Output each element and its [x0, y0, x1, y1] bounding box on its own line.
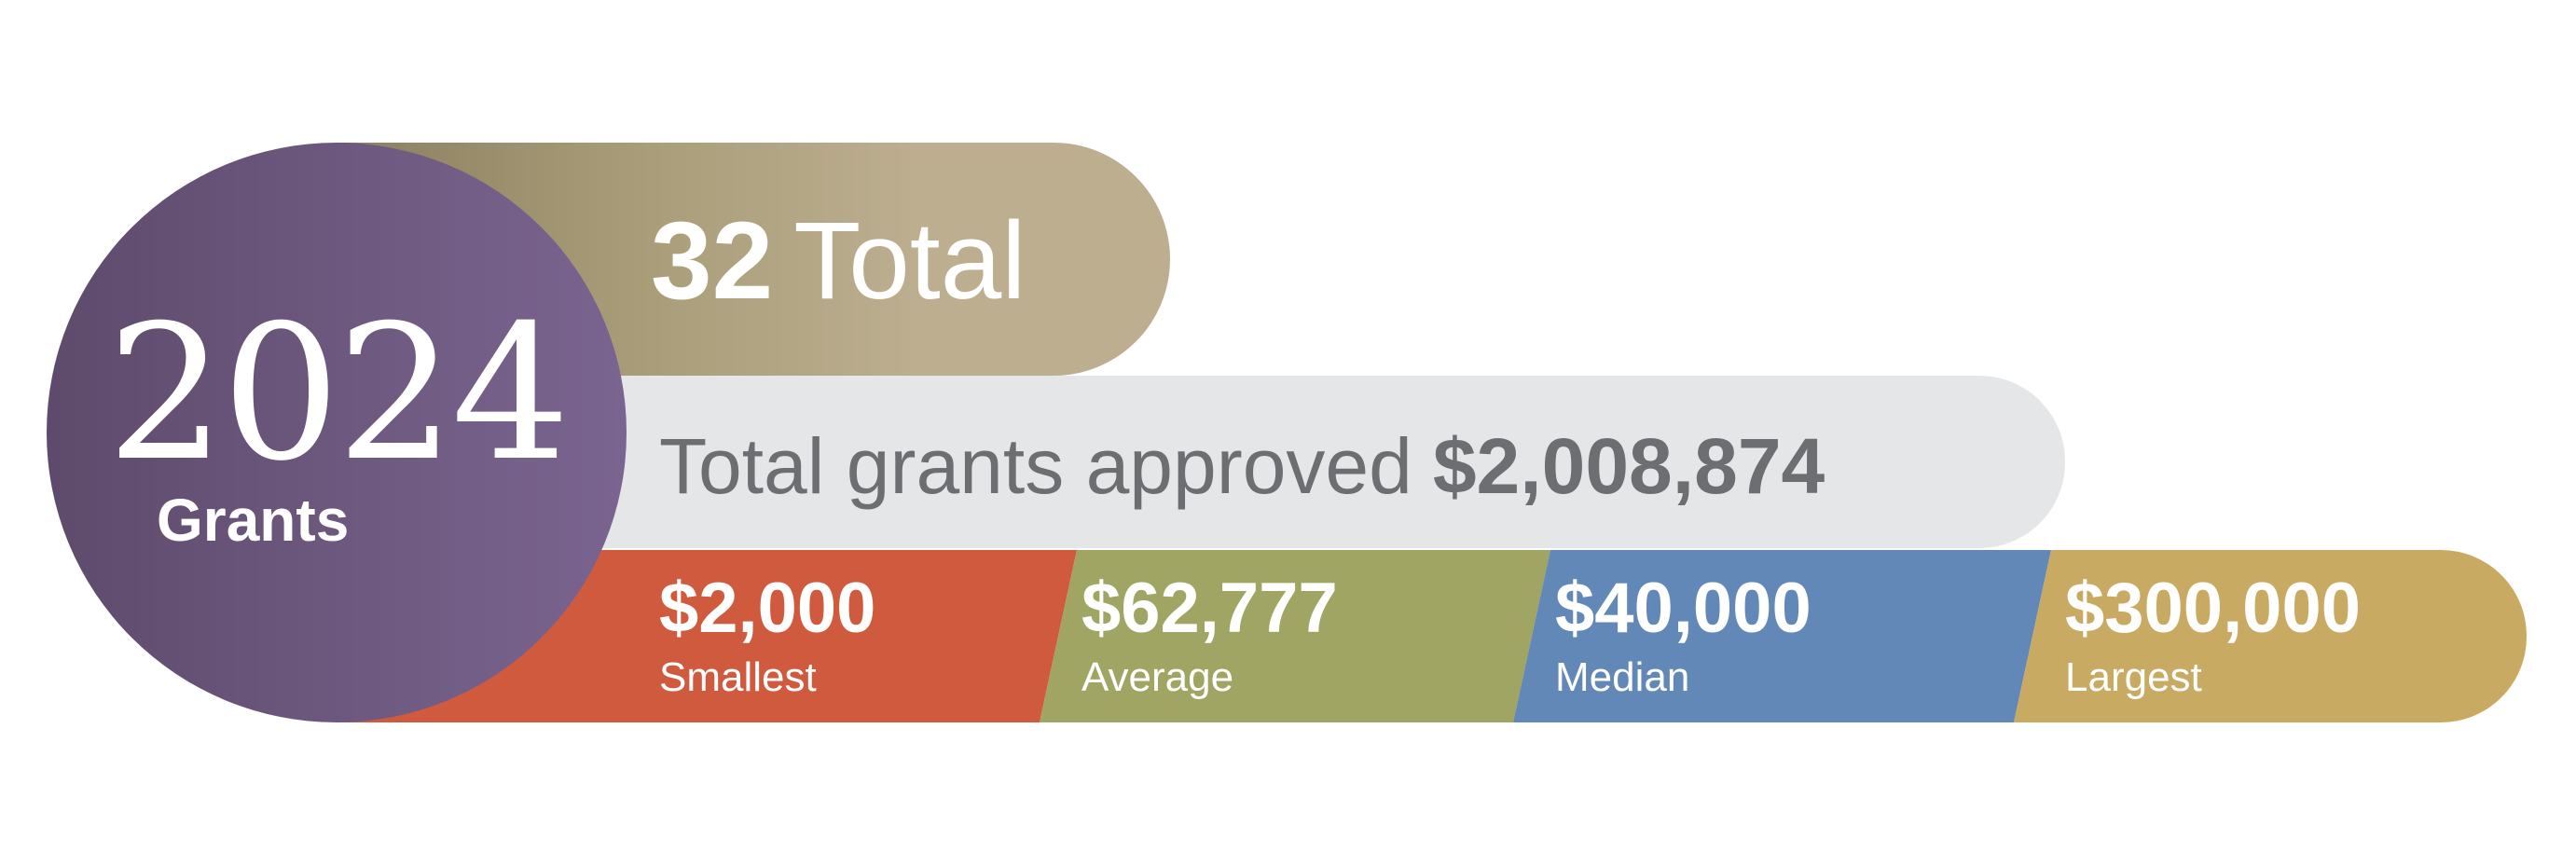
total-approved-label: Total grants approved $2,008,874 [659, 419, 1825, 513]
total-approved-amount: $2,008,874 [1432, 422, 1825, 510]
stat-median-value: $40,000 [1555, 569, 1811, 648]
total-count-number: 32 [651, 199, 774, 323]
total-count-label: 32 Total [651, 200, 1026, 322]
stat-average-value: $62,777 [1081, 569, 1338, 648]
grant-stats-bar: $2,000 Smallest $62,777 Average $40,000 … [336, 550, 2527, 722]
total-count-word: Total [793, 199, 1026, 323]
year-caption: Grants [157, 487, 350, 554]
stat-smallest-value: $2,000 [659, 569, 876, 648]
largest-segment [2014, 550, 2527, 722]
year-number: 2024 [106, 285, 571, 502]
median-segment [1513, 550, 2051, 722]
stat-average-caption: Average [1081, 654, 1234, 700]
stat-largest-value: $300,000 [2065, 569, 2361, 648]
stat-median-caption: Median [1555, 654, 1690, 700]
year-circle [47, 143, 627, 722]
average-segment [1040, 550, 1550, 722]
stat-largest-caption: Largest [2065, 654, 2202, 700]
total-approved-caption: Total grants approved [659, 422, 1412, 510]
stat-smallest-caption: Smallest [659, 654, 817, 700]
